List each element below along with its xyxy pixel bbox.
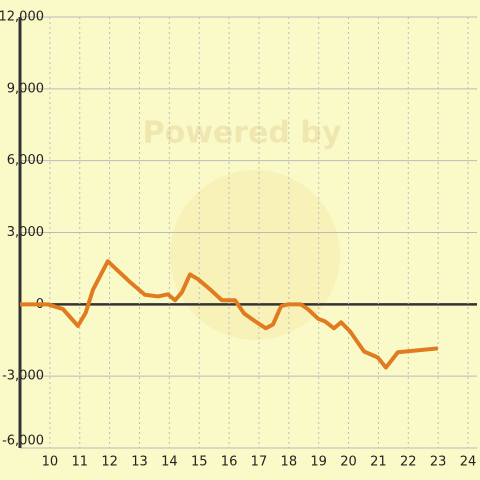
watermark-logo bbox=[170, 170, 340, 340]
x-tick-label: 24 bbox=[460, 455, 477, 470]
y-tick-label: -6,000 bbox=[2, 434, 44, 449]
watermark: Powered by bbox=[143, 116, 342, 151]
x-tick-label: 19 bbox=[310, 455, 327, 470]
x-tick-label: 17 bbox=[251, 455, 268, 470]
x-tick-label: 13 bbox=[131, 455, 148, 470]
x-tick-label: 22 bbox=[400, 455, 417, 470]
x-tick-label: 16 bbox=[221, 455, 238, 470]
y-tick-label: 12,000 bbox=[0, 10, 44, 25]
x-tick-label: 11 bbox=[71, 455, 88, 470]
line bbox=[20, 259, 439, 370]
x-tick-label: 23 bbox=[430, 455, 447, 470]
x-tick-label: 10 bbox=[42, 455, 59, 470]
x-tick-label: 18 bbox=[281, 455, 298, 470]
y-tick-label: 9,000 bbox=[7, 81, 44, 96]
y-tick-label: -3,000 bbox=[2, 369, 44, 384]
y-tick-label: 3,000 bbox=[7, 225, 44, 240]
y-tick-label: 6,000 bbox=[7, 153, 44, 168]
x-tick-label: 20 bbox=[340, 455, 357, 470]
x-tick-label: 21 bbox=[370, 455, 387, 470]
x-tick-label: 12 bbox=[101, 455, 118, 470]
x-tick-label: 15 bbox=[191, 455, 208, 470]
x-tick-label: 14 bbox=[161, 455, 178, 470]
